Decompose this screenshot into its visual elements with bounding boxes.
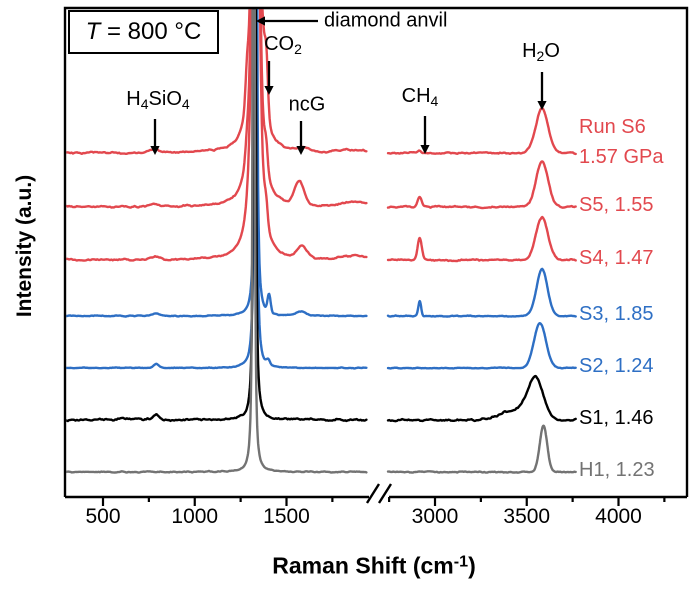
h2o-label: H2O: [522, 40, 560, 64]
series-label-s6-line2: 1.57 GPa: [579, 146, 664, 168]
h2o-label-arrowhead: [537, 101, 547, 110]
plot-frame: [63, 6, 689, 497]
spectrum-trace-s1: [66, 9, 577, 423]
spectrum-trace-s3: [66, 9, 577, 318]
x-tick-label-3000: 3000: [411, 505, 459, 528]
series-label-s3: S3, 1.85: [579, 303, 654, 325]
text-part: H: [522, 40, 537, 63]
text-part: Raman Shift (cm: [272, 552, 454, 579]
x-tick-label-1500: 1500: [263, 505, 310, 528]
text-part: O: [544, 40, 560, 63]
ncg-label-arrowhead: [296, 146, 306, 155]
series-label-h1: H1, 1.23: [579, 459, 655, 481]
text-part: CO: [264, 33, 295, 56]
diamond-anvil-label: diamond anvil: [324, 10, 447, 33]
text-part: -1: [453, 552, 469, 571]
x-tick-label-500: 500: [85, 505, 121, 528]
text-part: 2: [294, 40, 302, 57]
co2-label-arrowhead: [264, 86, 274, 95]
text-part: T: [85, 18, 101, 45]
text-part: H: [126, 88, 141, 111]
x-tick-label-4000: 4000: [595, 505, 642, 528]
text-part: SiO: [148, 88, 182, 111]
spectrum-trace-h1: [66, 9, 577, 474]
spectrum-trace-s2: [66, 9, 577, 370]
spectrum-trace-s4: [66, 9, 577, 263]
temperature-box: T = 800 °C: [68, 10, 219, 54]
annotation-arrows: [150, 16, 547, 155]
text-part: 4: [140, 95, 149, 112]
h4sio4-label-arrowhead: [150, 146, 160, 155]
text-part: 2: [536, 47, 545, 64]
text-part: ncG: [288, 93, 326, 116]
series-label-s5: S5, 1.55: [579, 194, 654, 216]
ch4-label-arrowhead: [420, 145, 430, 154]
text-part: 4: [181, 95, 190, 112]
ch4-label: CH4: [402, 85, 439, 109]
text-part: diamond anvil: [324, 9, 448, 32]
ncg-label: ncG: [289, 94, 326, 117]
series-label-s2: S2, 1.24: [579, 355, 654, 377]
x-axis-label: Raman Shift (cm-1): [272, 552, 475, 579]
text-part: ): [468, 552, 476, 579]
spectrum-trace-s6: [66, 9, 577, 156]
spectra-traces: [66, 9, 577, 474]
x-axis-ticks: [101, 497, 666, 506]
series-label-s6-line1: Run S6: [579, 116, 646, 138]
text-part: CH: [401, 85, 431, 108]
h4sio4-label: H4SiO4: [126, 88, 189, 112]
series-label-s4: S4, 1.47: [579, 247, 654, 269]
co2-label: CO2: [264, 33, 302, 57]
text-part: = 800 °C: [100, 18, 202, 45]
diamond-anvil-label-arrowhead: [256, 16, 265, 26]
axis-break-icon: [365, 483, 393, 504]
series-label-s1: S1, 1.46: [579, 407, 654, 429]
x-tick-label-3500: 3500: [503, 505, 551, 528]
text-part: 4: [430, 92, 439, 109]
x-tick-label-1000: 1000: [171, 505, 219, 528]
y-axis-label: Intensity (a.u.): [13, 174, 36, 318]
spectrum-trace-s5: [66, 9, 577, 210]
